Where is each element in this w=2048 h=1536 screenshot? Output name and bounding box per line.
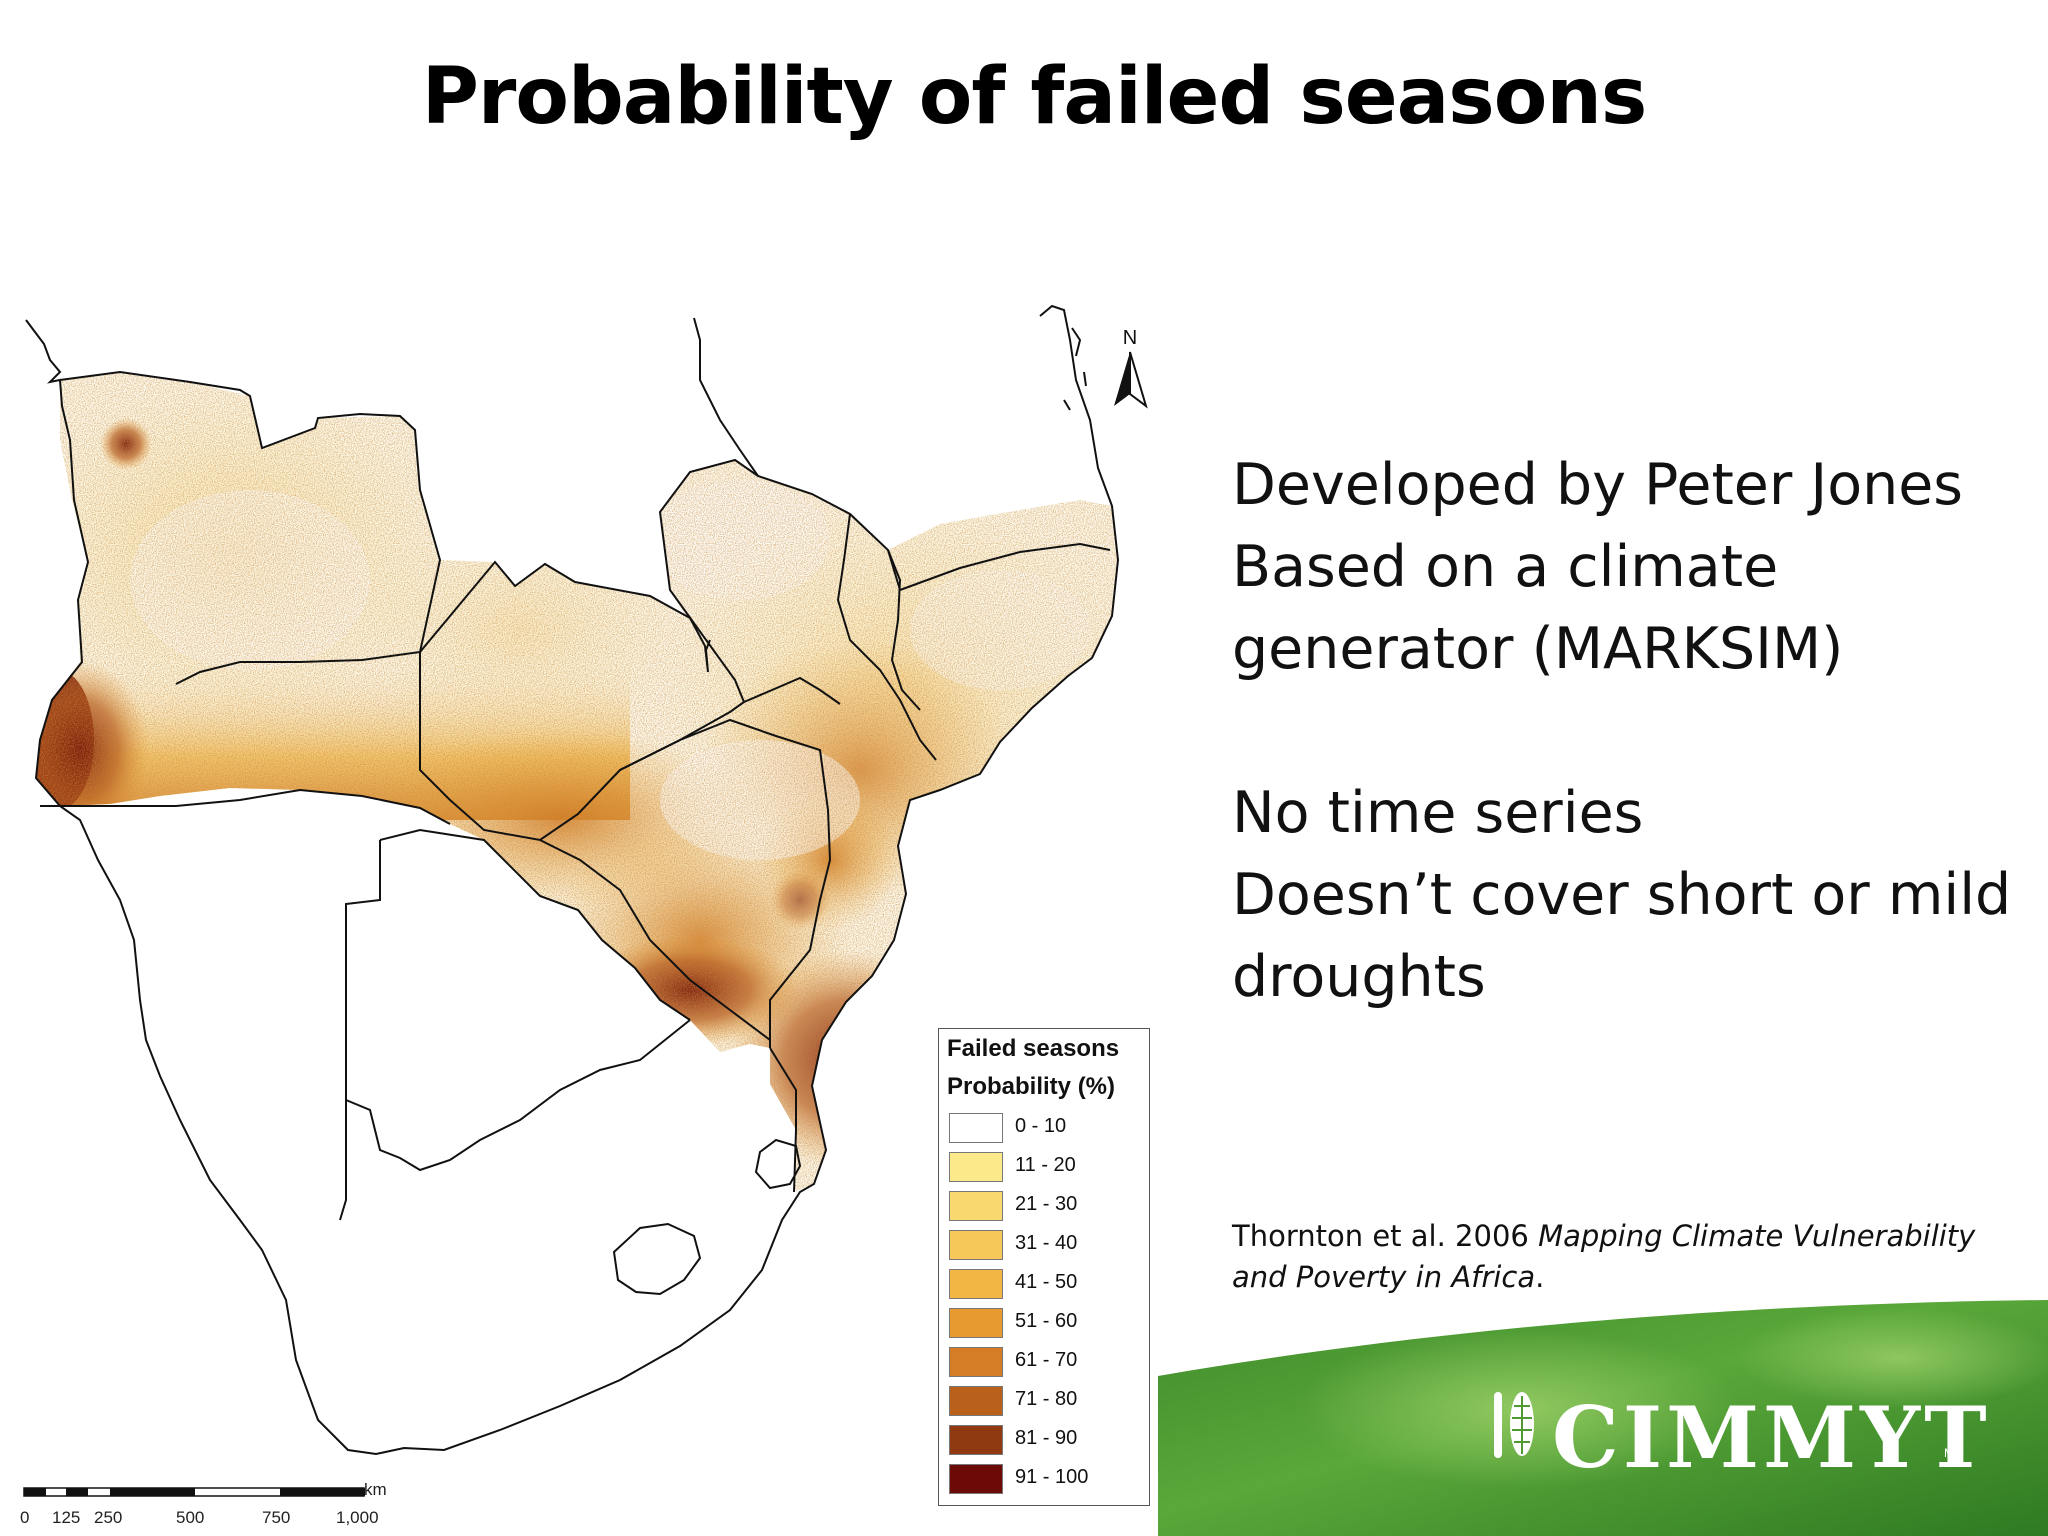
citation: Thornton et al. 2006 Mapping Climate Vul… [1232, 1216, 1975, 1298]
legend-swatch [949, 1308, 1003, 1338]
bullets-group-1: Developed by Peter Jones Based on a clim… [1232, 444, 1963, 690]
scale-tick: 125 [52, 1508, 81, 1527]
citation-end: . [1535, 1260, 1545, 1294]
scale-tick: 0 [20, 1508, 30, 1527]
slide-title: Probability of failed seasons [421, 52, 1648, 142]
legend-swatch [949, 1347, 1003, 1377]
bullet-line: No time series [1232, 780, 1644, 846]
scale-tick: 250 [94, 1508, 123, 1527]
legend-label: 81 - 90 [1015, 1427, 1078, 1449]
legend-subtitle: Probability (%) [947, 1073, 1116, 1100]
scale-bar: km 0 125 250 500 750 1,000 [20, 1480, 412, 1527]
scale-unit: km [364, 1480, 387, 1499]
cimmyt-maize-icon [1494, 1392, 1534, 1458]
legend-swatch [949, 1386, 1003, 1416]
legend-swatch [949, 1464, 1003, 1494]
citation-title-line2: and Poverty in Africa [1232, 1260, 1536, 1294]
citation-authors: Thornton et al. 2006 [1232, 1219, 1539, 1253]
legend-label: 41 - 50 [1015, 1271, 1078, 1293]
legend-label: 71 - 80 [1015, 1388, 1078, 1410]
legend-swatch [949, 1152, 1003, 1182]
legend-swatch [949, 1230, 1003, 1260]
logo-mark: MR [1944, 1446, 1963, 1460]
legend-label: 0 - 10 [1015, 1115, 1067, 1137]
failed-seasons-map [25, 304, 1120, 1456]
logo-band [1158, 1300, 2048, 1536]
bullet-line: Doesn’t cover short or mild [1232, 862, 2012, 928]
north-label: N [1123, 327, 1137, 349]
scale-bar-graphic [23, 1487, 365, 1497]
north-arrow: N [1114, 327, 1148, 409]
legend-label: 91 - 100 [1015, 1466, 1089, 1488]
legend-swatch [949, 1113, 1003, 1143]
legend-label: 21 - 30 [1015, 1193, 1078, 1215]
citation-title-line1: Mapping Climate Vulnerability [1538, 1219, 1976, 1253]
scale-tick: 1,000 [336, 1508, 379, 1527]
legend-label: 61 - 70 [1015, 1349, 1078, 1371]
legend-swatch [949, 1425, 1003, 1455]
legend-swatch [949, 1191, 1003, 1221]
legend-label: 51 - 60 [1015, 1310, 1078, 1332]
bullet-line: Developed by Peter Jones [1232, 452, 1964, 518]
legend-title: Failed seasons [947, 1035, 1120, 1062]
bullets-group-2: No time series Doesn’t cover short or mi… [1232, 772, 2011, 1018]
bullet-line: droughts [1232, 944, 1486, 1010]
legend-swatch [949, 1269, 1003, 1299]
scale-tick: 750 [262, 1508, 291, 1527]
legend-label: 11 - 20 [1015, 1154, 1076, 1176]
map-legend: Failed seasons Probability (%) 0 - 10 11 … [938, 1028, 1150, 1506]
legend-label: 31 - 40 [1015, 1232, 1078, 1254]
bullet-line: Based on a climate [1232, 534, 1779, 600]
scale-tick: 500 [176, 1508, 205, 1527]
bullet-line: generator (MARKSIM) [1232, 616, 1844, 682]
cimmyt-logo: CIMMYT [1552, 1388, 1991, 1487]
country-borders [25, 304, 1120, 1456]
